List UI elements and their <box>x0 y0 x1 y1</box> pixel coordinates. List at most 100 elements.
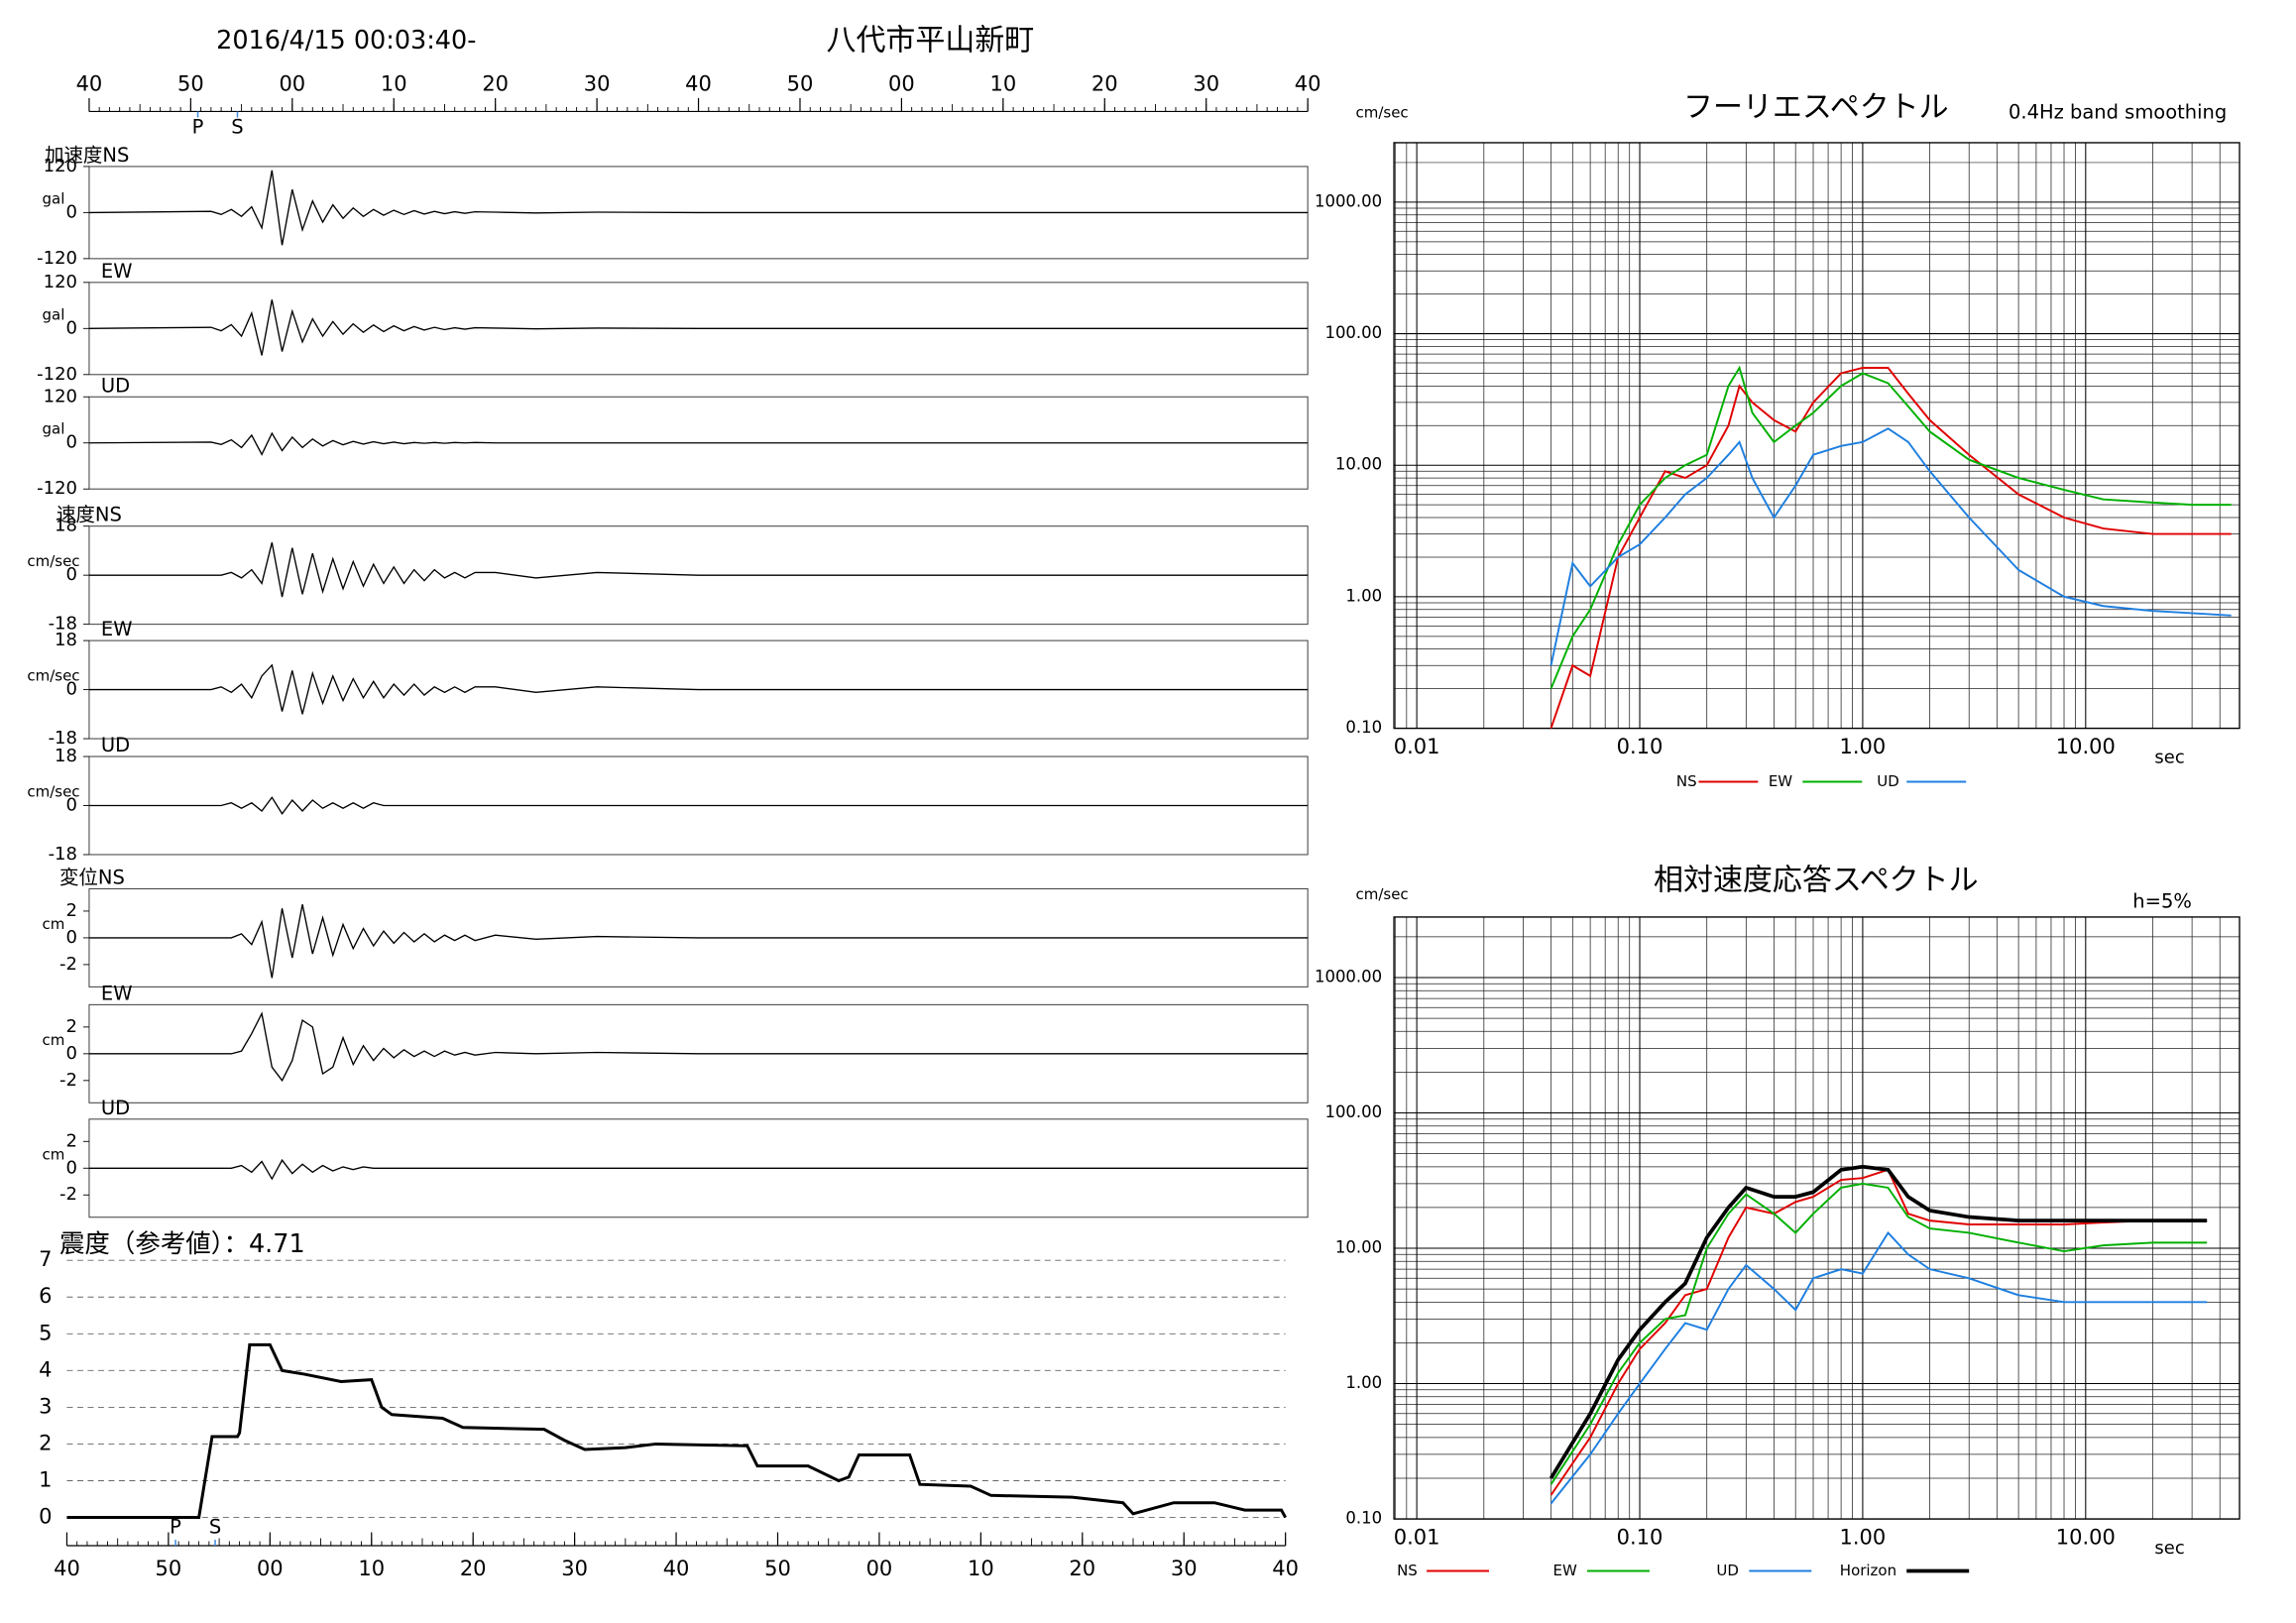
x-tick-label: 50 <box>787 71 814 95</box>
intensity-line <box>66 1342 1287 1520</box>
phase-label: P <box>170 1516 181 1539</box>
x-tick-label: 40 <box>1272 1557 1299 1580</box>
response-y-label: cm/sec <box>1356 885 1409 903</box>
legend-label: NS <box>1397 1562 1418 1579</box>
y-tick-label: -18 <box>49 614 77 635</box>
y-tick-label: 1.00 <box>1345 1373 1382 1392</box>
fourier-x-label: sec <box>2154 748 2184 768</box>
legend-label: EW <box>1769 772 1792 790</box>
legend-label: NS <box>1676 772 1697 790</box>
x-tick-label: 40 <box>685 71 712 95</box>
x-tick-label: 40 <box>54 1557 80 1580</box>
waveform <box>88 796 1309 815</box>
x-tick-label: 50 <box>764 1557 791 1580</box>
y-tick-label: 3 <box>39 1394 52 1418</box>
waveform <box>88 299 1309 356</box>
y-tick-label: 2 <box>66 1130 77 1151</box>
y-tick-label: 1 <box>39 1467 52 1491</box>
waveform <box>88 431 1309 456</box>
phase-label: S <box>209 1516 221 1539</box>
y-tick-label: -120 <box>37 364 77 385</box>
fourier-y-label: cm/sec <box>1356 103 1409 121</box>
panel-label: 速度NS <box>57 504 122 526</box>
x-tick-label: 10 <box>381 71 407 95</box>
y-tick-label: 0 <box>66 927 77 948</box>
y-tick-label: -18 <box>49 844 77 865</box>
panel-label: UD <box>101 374 130 397</box>
x-tick-label: 20 <box>1091 71 1118 95</box>
y-tick-label: 18 <box>55 746 77 766</box>
x-tick-label: 1.00 <box>1840 735 1887 758</box>
unit-label: cm <box>43 1145 65 1163</box>
x-tick-label: 30 <box>584 71 611 95</box>
legend-label: UD <box>1877 772 1899 790</box>
x-tick-label: 50 <box>156 1557 182 1580</box>
y-tick-label: 120 <box>44 156 77 176</box>
record-time: 2016/4/15 00:03:40- <box>216 26 476 56</box>
spectrum-line <box>1550 1182 2208 1485</box>
y-tick-label: 0 <box>66 564 77 585</box>
x-tick-label: 10 <box>968 1557 994 1580</box>
y-tick-label: -2 <box>59 1184 77 1205</box>
waveform <box>88 1158 1309 1181</box>
panel-label: UD <box>101 734 130 756</box>
unit-label: cm/sec <box>27 667 79 685</box>
x-tick-label: 30 <box>561 1557 588 1580</box>
unit-label: cm/sec <box>27 552 79 570</box>
y-tick-label: 2 <box>66 1016 77 1037</box>
spectrum-line <box>1550 1168 2208 1496</box>
y-tick-label: 4 <box>39 1357 52 1381</box>
y-tick-label: 0 <box>66 1157 77 1178</box>
x-tick-label: 10.00 <box>2056 735 2116 758</box>
x-tick-label: 30 <box>1193 71 1219 95</box>
response-x-label: sec <box>2154 1538 2184 1559</box>
y-tick-label: 10.00 <box>1335 1238 1382 1257</box>
y-tick-label: -2 <box>59 1070 77 1091</box>
x-tick-label: 0.10 <box>1617 735 1664 758</box>
y-tick-label: 0 <box>66 1043 77 1064</box>
y-tick-label: -18 <box>49 728 77 749</box>
waveform <box>88 542 1309 598</box>
y-tick-label: 10.00 <box>1335 455 1382 474</box>
waveform <box>88 170 1309 246</box>
x-tick-label: 30 <box>1171 1557 1198 1580</box>
x-tick-label: 20 <box>482 71 509 95</box>
spectrum-line <box>1549 1164 2208 1479</box>
unit-label: gal <box>43 420 65 438</box>
x-tick-label: 0.01 <box>1394 1526 1440 1550</box>
y-tick-label: 1000.00 <box>1315 967 1382 985</box>
intensity-title: 震度（参考値）：4.71 <box>59 1229 305 1259</box>
x-tick-label: 0.10 <box>1617 1526 1664 1550</box>
y-tick-label: 0.10 <box>1345 718 1382 737</box>
x-tick-label: 10 <box>358 1557 385 1580</box>
station-title: 八代市平山新町 <box>827 24 1035 58</box>
y-tick-label: 0 <box>66 201 77 222</box>
x-tick-label: 20 <box>460 1557 487 1580</box>
spectrum-line <box>1550 365 2232 689</box>
y-tick-label: 120 <box>44 386 77 406</box>
y-tick-label: 0 <box>66 317 77 338</box>
y-tick-label: 0 <box>39 1505 52 1529</box>
panel-label: EW <box>101 260 133 283</box>
unit-label: cm <box>43 915 65 933</box>
x-tick-label: 50 <box>177 71 204 95</box>
response-title: 相対速度応答スペクトル <box>1654 863 1979 897</box>
plot-frame <box>1393 916 2240 1520</box>
x-tick-label: 20 <box>1069 1557 1095 1580</box>
unit-label: gal <box>43 189 65 207</box>
y-tick-label: 0 <box>66 679 77 700</box>
y-tick-label: 0 <box>66 432 77 453</box>
x-tick-label: 10 <box>990 71 1017 95</box>
x-tick-label: 10.00 <box>2056 1526 2116 1550</box>
y-tick-label: 100.00 <box>1324 323 1382 342</box>
spectrum-line <box>1550 427 2232 666</box>
waveform <box>88 1011 1309 1083</box>
x-tick-label: 00 <box>888 71 915 95</box>
legend-label: EW <box>1552 1562 1576 1579</box>
panel-label: 変位NS <box>59 866 125 888</box>
panel-label: EW <box>101 982 133 1004</box>
waveform <box>88 663 1309 715</box>
phase-label: S <box>231 115 243 138</box>
